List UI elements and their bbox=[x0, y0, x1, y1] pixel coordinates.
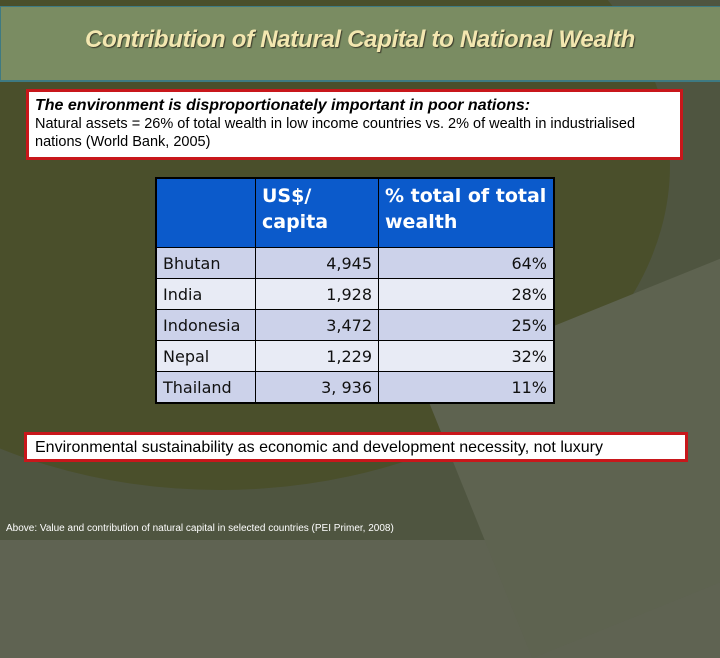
cell-pct: 64% bbox=[378, 247, 555, 279]
table-row: Indonesia 3,472 25% bbox=[155, 309, 555, 341]
cell-country: Indonesia bbox=[155, 309, 256, 341]
cell-usd: 4,945 bbox=[255, 247, 379, 279]
callout-lead: The environment is disproportionately im… bbox=[35, 97, 531, 114]
callout-body: Natural assets = 26% of total wealth in … bbox=[35, 116, 636, 150]
callout-top: The environment is disproportionately im… bbox=[26, 89, 683, 160]
cell-usd: 3,472 bbox=[255, 309, 379, 341]
cell-pct: 32% bbox=[378, 340, 555, 372]
table-row: Nepal 1,229 32% bbox=[155, 340, 555, 372]
slide-title: Contribution of Natural Capital to Natio… bbox=[85, 26, 635, 53]
cell-pct: 11% bbox=[378, 371, 555, 404]
cell-country: India bbox=[155, 278, 256, 310]
cell-pct: 28% bbox=[378, 278, 555, 310]
cell-country: Thailand bbox=[155, 371, 256, 404]
table-row: India 1,928 28% bbox=[155, 278, 555, 310]
header-usd-per-capita: US$/ capita bbox=[255, 177, 379, 248]
cell-country: Bhutan bbox=[155, 247, 256, 279]
natural-capital-table: US$/ capita % total of total wealth Bhut… bbox=[155, 177, 555, 404]
callout-bottom: Environmental sustainability as economic… bbox=[24, 432, 688, 462]
table-header-row: US$/ capita % total of total wealth bbox=[155, 177, 555, 248]
cell-usd: 1,928 bbox=[255, 278, 379, 310]
table-row: Thailand 3, 936 11% bbox=[155, 371, 555, 404]
cell-pct: 25% bbox=[378, 309, 555, 341]
title-bar bbox=[0, 6, 720, 82]
cell-country: Nepal bbox=[155, 340, 256, 372]
source-caption: Above: Value and contribution of natural… bbox=[6, 523, 394, 534]
cell-usd: 1,229 bbox=[255, 340, 379, 372]
header-pct-total-wealth: % total of total wealth bbox=[378, 177, 555, 248]
header-country bbox=[155, 177, 256, 248]
table-row: Bhutan 4,945 64% bbox=[155, 247, 555, 279]
cell-usd: 3, 936 bbox=[255, 371, 379, 404]
